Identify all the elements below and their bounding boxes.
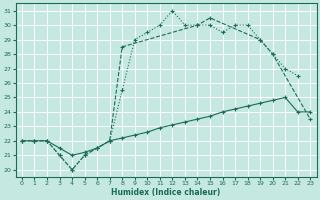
X-axis label: Humidex (Indice chaleur): Humidex (Indice chaleur) — [111, 188, 221, 197]
